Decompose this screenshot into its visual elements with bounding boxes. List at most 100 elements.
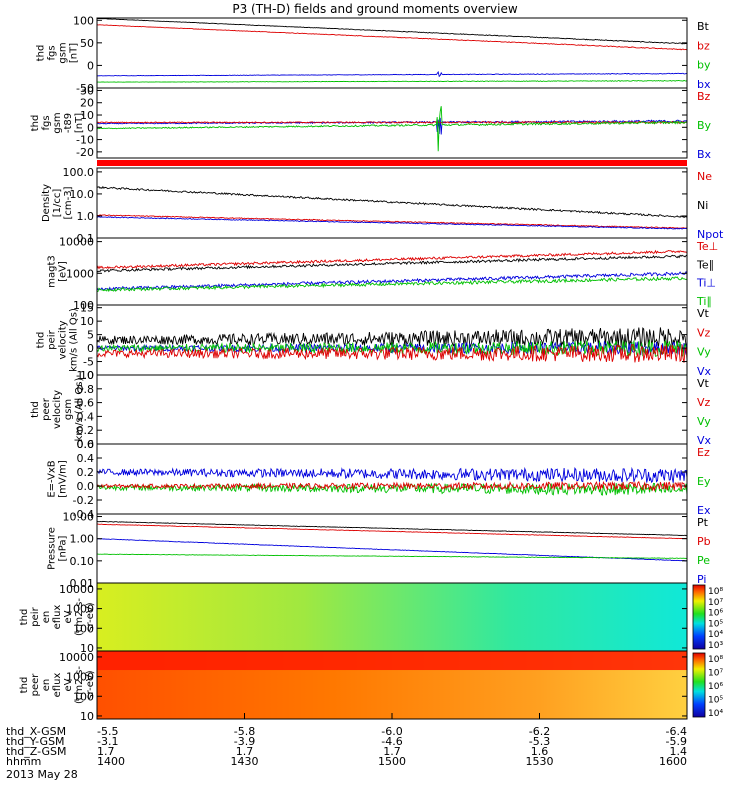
colorbar-peer_spec <box>692 652 706 718</box>
ytick-label: 1.0 <box>77 369 95 382</box>
ytick-label: 10 <box>80 315 94 328</box>
ytick-label: 1000 <box>66 603 94 616</box>
legend-entry: by <box>697 59 711 72</box>
series-line-fgs_gsm-2 <box>96 70 688 78</box>
legend-entry: Pb <box>697 535 711 548</box>
ylabel-line: gsm <box>58 42 69 63</box>
ytick-label: 10 <box>80 109 94 122</box>
ylabel-line: en <box>41 679 52 692</box>
ephemeris-value: -3.9 <box>234 735 255 748</box>
ytick-label: 0.6 <box>77 438 95 451</box>
legend-entry: Pi <box>697 573 706 586</box>
panel-frame-peer_velocity <box>96 374 688 445</box>
series-line-temp-3 <box>97 276 688 293</box>
ytick-label: 0.8 <box>77 383 95 396</box>
ytick-label: 100 <box>73 690 94 703</box>
ylabel-line: magt3 <box>47 255 58 288</box>
ylabel-line: velocity <box>58 320 69 359</box>
ylabel-line: km/s (All Qs) <box>69 308 80 372</box>
spectrogram-band <box>97 651 687 671</box>
ytick-label: 20 <box>80 97 94 110</box>
ylabel-line: sr-eV) <box>85 670 96 699</box>
panel-frame-fgs_gsm_dt <box>96 87 688 159</box>
legend-entry: bz <box>697 39 710 52</box>
ytick-label: 0.1 <box>77 232 95 245</box>
ylabel-line: Pressure <box>47 527 58 570</box>
legend-entry: Vx <box>697 434 712 447</box>
ytick-label: -50 <box>76 82 94 95</box>
series-line-fgs_gsm-0 <box>96 17 688 45</box>
series-line-temp-2 <box>96 270 688 292</box>
colorbar-tick: 10⁵ <box>708 619 723 629</box>
ytick-label: -10 <box>76 134 94 147</box>
ylabel-line: [cm-3] <box>63 186 74 219</box>
ytick-label: 0.4 <box>77 452 95 465</box>
ytick-label: -0.2 <box>73 494 94 507</box>
ephemeris-value: -6.0 <box>381 725 402 738</box>
legend-entry: Ex <box>697 504 711 517</box>
series-line-pressure-3 <box>97 553 688 559</box>
ylabel-line: [nT] <box>69 43 80 63</box>
ylabel-line: Density <box>41 184 52 222</box>
ephemeris-value: 1.4 <box>670 745 688 758</box>
ytick-label: 5 <box>87 329 94 342</box>
ephemeris-label: thd_Z-GSM <box>6 745 66 758</box>
ephemeris-label: thd_X-GSM <box>6 725 66 738</box>
ytick-label: -20 <box>76 146 94 159</box>
legend-entry: Vt <box>697 307 710 320</box>
ylabel-line: km/s (All Qs) <box>74 378 85 442</box>
ylabel-line: fgs <box>41 115 52 130</box>
series-line-density-1 <box>96 214 688 229</box>
ytick-label: 0.10 <box>70 555 95 568</box>
ephemeris-value: 1.7 <box>97 745 115 758</box>
ylabel-line: sr-eV) <box>85 602 96 631</box>
ylabel-line: [1/cc] <box>52 189 63 218</box>
ylabel-line: eV <box>63 678 74 691</box>
ytick-label: 100.0 <box>63 166 95 179</box>
ytick-label: -5 <box>83 356 94 369</box>
ephemeris-value: 1600 <box>659 755 687 768</box>
ytick-label: -0.4 <box>73 508 94 521</box>
ytick-label: 10000 <box>59 583 94 596</box>
ylabel-line: gsm <box>63 399 74 420</box>
ytick-label: 0.2 <box>77 424 95 437</box>
colorbar-tick: 10⁴ <box>708 630 723 640</box>
ytick-label: 0.0 <box>77 438 95 451</box>
legend-entry: Vz <box>697 326 711 339</box>
colorbar-tick: 10⁷ <box>708 598 723 608</box>
ylabel-line: gsm <box>52 112 63 133</box>
ylabel-line: thd <box>36 45 47 62</box>
colorbar-tick: 10⁶ <box>708 609 723 619</box>
spectrogram-peir_spec <box>97 583 687 651</box>
ylabel-line: thd <box>30 401 41 418</box>
ytick-label: 10 <box>80 642 94 655</box>
ephemeris-value: -5.8 <box>234 725 255 738</box>
ytick-label: 15 <box>80 302 94 315</box>
ytick-label: 30 <box>80 84 94 97</box>
ytick-label: 1000 <box>66 267 94 280</box>
ephemeris-label: hhmm <box>6 755 41 768</box>
ylabel-line: eflux <box>52 673 63 698</box>
plot-title: P3 (TH-D) fields and ground moments over… <box>232 2 518 16</box>
series-line-peir_velocity-0 <box>96 327 688 348</box>
ytick-label: 1.0 <box>77 210 95 223</box>
ytick-label: -10 <box>76 369 94 382</box>
ylabel-line: [nPa] <box>58 535 69 561</box>
ylabel-line: [eV] <box>58 261 69 282</box>
ytick-label: 0.6 <box>77 397 95 410</box>
ylabel-line: peir <box>30 606 41 626</box>
legend-entry: Pe <box>697 554 710 567</box>
legend-entry: Ey <box>697 475 711 488</box>
colorbar-peir_spec <box>692 584 706 650</box>
ylabel-line: [nT] <box>74 113 85 133</box>
ytick-label: 100 <box>73 299 94 312</box>
series-line-fgs_gsm-3 <box>97 79 688 83</box>
ytick-label: 0 <box>87 121 94 134</box>
ylabel-line: thd <box>19 609 30 626</box>
ytick-label: 0 <box>87 342 94 355</box>
legend-entry: Vt <box>697 377 710 390</box>
ylabel-line: (cm2-s- <box>74 666 85 704</box>
series-line-pressure-0 <box>96 520 688 537</box>
ylabel-line: peir <box>47 329 58 349</box>
